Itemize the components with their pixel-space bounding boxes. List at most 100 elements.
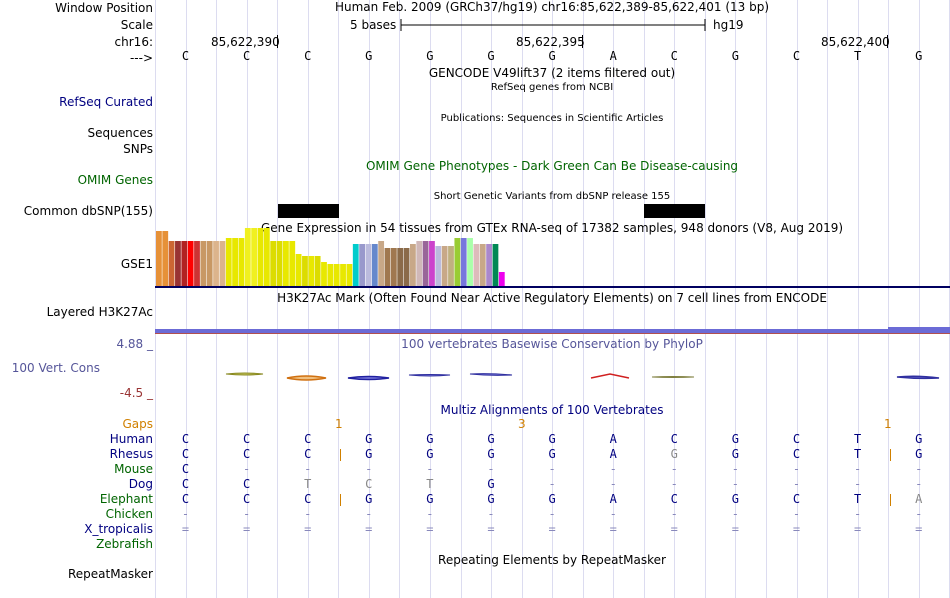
strand-toggle[interactable]: ---> bbox=[129, 51, 153, 65]
aligned-base: G bbox=[487, 477, 495, 491]
aligned-base: G bbox=[487, 447, 495, 461]
gtex-tissue-bar[interactable] bbox=[244, 228, 251, 286]
aligned-base: - bbox=[731, 507, 739, 521]
gtex-tissue-bar[interactable] bbox=[359, 244, 365, 286]
species-label-human[interactable]: Human bbox=[109, 432, 153, 446]
gtex-tissue-bar[interactable] bbox=[473, 244, 480, 286]
gtex-tissue-bar[interactable] bbox=[378, 241, 385, 286]
gtex-tissue-bar[interactable] bbox=[289, 241, 296, 286]
gtex-tissue-bar[interactable] bbox=[308, 256, 315, 286]
gtex-tissue-bar[interactable] bbox=[422, 241, 429, 286]
gtex-tissue-bar[interactable] bbox=[390, 248, 397, 286]
track-label-h3k27ac[interactable]: Layered H3K27Ac bbox=[46, 305, 153, 319]
gtex-tissue-bar[interactable] bbox=[187, 241, 194, 286]
gtex-tissue-bar[interactable] bbox=[321, 262, 327, 286]
repeatmasker-track-title[interactable]: Repeating Elements by RepeatMasker bbox=[438, 553, 666, 567]
gtex-tissue-bar[interactable] bbox=[238, 238, 245, 286]
gtex-tissue-bar[interactable] bbox=[346, 264, 353, 286]
gtex-tissue-bar[interactable] bbox=[479, 244, 486, 286]
gtex-tissue-bar[interactable] bbox=[194, 241, 200, 286]
gtex-tissue-bar[interactable] bbox=[181, 241, 188, 286]
species-label-mouse[interactable]: Mouse bbox=[114, 462, 153, 476]
track-label-sequences[interactable]: Sequences bbox=[87, 126, 153, 140]
gtex-tissue-bar[interactable] bbox=[257, 228, 264, 286]
gtex-tissue-bar[interactable] bbox=[295, 254, 302, 286]
aligned-base: G bbox=[731, 432, 739, 446]
gtex-tissue-bar[interactable] bbox=[276, 241, 283, 286]
gtex-tissue-bar[interactable] bbox=[270, 241, 277, 286]
h3k27ac-track-title[interactable]: H3K27Ac Mark (Often Found Near Active Re… bbox=[277, 291, 827, 305]
species-label-dog[interactable]: Dog bbox=[128, 477, 153, 491]
track-label-cons[interactable]: 100 Vert. Cons bbox=[11, 361, 100, 375]
gtex-tissue-bar[interactable] bbox=[384, 248, 391, 286]
gtex-tissue-bar[interactable] bbox=[454, 238, 461, 286]
gtex-track-title[interactable]: Gene Expression in 54 tissues from GTEx … bbox=[260, 221, 844, 235]
track-label-dbsnp[interactable]: Common dbSNP(155) bbox=[23, 204, 153, 218]
gtex-tissue-bar[interactable] bbox=[435, 246, 442, 286]
dbsnp-variant-2[interactable] bbox=[644, 204, 705, 218]
guide-line bbox=[155, 0, 156, 598]
aligned-base: - bbox=[792, 507, 801, 521]
gtex-tissue-bar[interactable] bbox=[251, 228, 258, 286]
track-label-gaps[interactable]: Gaps bbox=[122, 417, 153, 431]
dbsnp-track-title[interactable]: Short Genetic Variants from dbSNP releas… bbox=[433, 191, 671, 202]
dbsnp-variant-1[interactable] bbox=[278, 204, 339, 218]
gtex-tissue-bar[interactable] bbox=[225, 238, 232, 286]
gtex-tissue-bar[interactable] bbox=[219, 241, 226, 286]
publications-track-title[interactable]: Publications: Sequences in Scientific Ar… bbox=[440, 113, 664, 124]
gtex-tissue-bar[interactable] bbox=[365, 244, 372, 286]
refseq-track-title[interactable]: RefSeq genes from NCBI bbox=[490, 82, 614, 93]
gtex-tissue-bar[interactable] bbox=[213, 241, 219, 286]
gtex-tissue-bar[interactable] bbox=[448, 246, 454, 286]
aligned-base: = bbox=[853, 522, 862, 536]
gtex-bar-chart[interactable] bbox=[0, 0, 950, 300]
gtex-tissue-bar[interactable] bbox=[498, 272, 505, 286]
gtex-tissue-bar[interactable] bbox=[397, 248, 404, 286]
guide-line bbox=[888, 0, 890, 598]
position-tick-2 bbox=[582, 35, 583, 48]
gtex-tissue-bar[interactable] bbox=[352, 244, 359, 286]
gtex-tissue-bar[interactable] bbox=[371, 244, 378, 286]
omim-track-title[interactable]: OMIM Gene Phenotypes - Dark Green Can Be… bbox=[365, 159, 739, 173]
multiz-track-title[interactable]: Multiz Alignments of 100 Vertebrates bbox=[440, 403, 664, 417]
gtex-tissue-bar[interactable] bbox=[232, 238, 238, 286]
gtex-tissue-bar[interactable] bbox=[327, 264, 334, 286]
species-label-elephant[interactable]: Elephant bbox=[99, 492, 153, 506]
gtex-tissue-bar[interactable] bbox=[460, 238, 467, 286]
gtex-tissue-bar[interactable] bbox=[168, 241, 175, 286]
aligned-base: - bbox=[915, 477, 923, 491]
gtex-tissue-bar[interactable] bbox=[206, 241, 213, 286]
track-label-gtex[interactable]: GSE1 bbox=[120, 257, 153, 271]
gtex-tissue-bar[interactable] bbox=[410, 244, 416, 286]
gtex-tissue-bar[interactable] bbox=[156, 231, 162, 286]
gtex-tissue-bar[interactable] bbox=[314, 256, 321, 286]
track-label-refseq[interactable]: RefSeq Curated bbox=[59, 95, 153, 109]
gencode-track-title[interactable]: GENCODE V49lift37 (2 items filtered out) bbox=[428, 66, 676, 80]
cons-track-title[interactable]: 100 vertebrates Basewise Conservation by… bbox=[401, 337, 703, 351]
gtex-tissue-bar[interactable] bbox=[486, 244, 492, 286]
gtex-tissue-bar[interactable] bbox=[333, 264, 340, 286]
species-label-rhesus[interactable]: Rhesus bbox=[109, 447, 153, 461]
gtex-tissue-bar[interactable] bbox=[416, 241, 423, 286]
gtex-tissue-bar[interactable] bbox=[263, 228, 270, 286]
track-label-omim[interactable]: OMIM Genes bbox=[77, 173, 153, 187]
gtex-tissue-bar[interactable] bbox=[429, 241, 435, 286]
track-label-snps[interactable]: SNPs bbox=[123, 142, 153, 156]
gtex-tissue-bar[interactable] bbox=[162, 231, 169, 286]
species-label-x_tropicalis[interactable]: X_tropicalis bbox=[84, 522, 153, 536]
gtex-tissue-bar[interactable] bbox=[403, 248, 410, 286]
track-label-repeatmasker[interactable]: RepeatMasker bbox=[67, 567, 153, 581]
gtex-tissue-bar[interactable] bbox=[340, 264, 346, 286]
gtex-tissue-bar[interactable] bbox=[175, 241, 181, 286]
aligned-base: C bbox=[792, 492, 801, 506]
gtex-tissue-bar[interactable] bbox=[441, 246, 448, 286]
gtex-tissue-bar[interactable] bbox=[200, 241, 207, 286]
gtex-tissue-bar[interactable] bbox=[283, 241, 289, 286]
species-label-zebrafish[interactable]: Zebrafish bbox=[96, 537, 153, 551]
gtex-tissue-bar[interactable] bbox=[467, 238, 473, 286]
aligned-base: = bbox=[426, 522, 434, 536]
gtex-tissue-bar[interactable] bbox=[302, 256, 308, 286]
aligned-base: G bbox=[670, 447, 678, 461]
gtex-tissue-bar[interactable] bbox=[492, 244, 499, 286]
species-label-chicken[interactable]: Chicken bbox=[105, 507, 153, 521]
